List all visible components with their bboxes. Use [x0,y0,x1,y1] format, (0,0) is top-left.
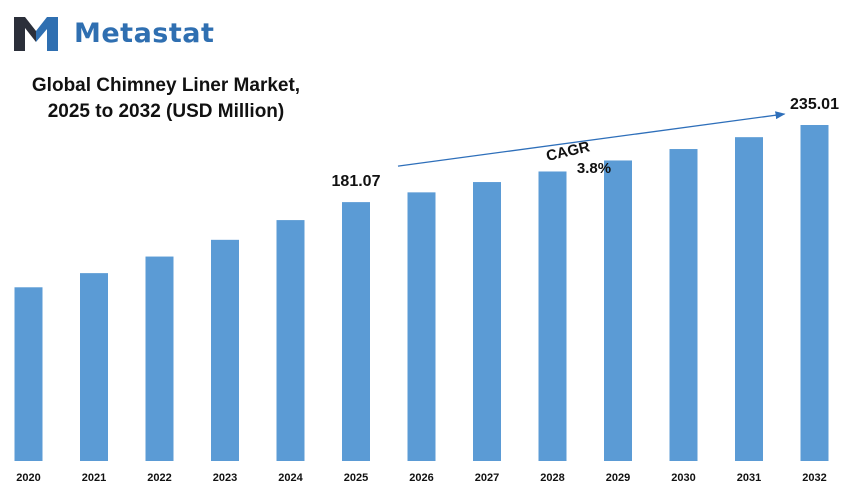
bar-2024 [276,220,305,461]
x-tick-label-2028: 2028 [540,472,564,484]
chart-title-line-1: Global Chimney Liner Market, [31,75,301,96]
bar-2031 [735,137,763,461]
x-tick-label-2031: 2031 [737,472,761,484]
x-tick-label-2027: 2027 [475,472,499,484]
bars-group [14,125,829,462]
cagr-arrow [397,111,786,167]
bar-2026 [407,192,436,461]
x-tick-label-2023: 2023 [213,472,237,484]
x-axis-ticks: 2020 2021 2022 2023 2024 2025 2026 2027 2028 2029… [16,472,826,484]
bar-2028 [538,171,567,461]
cagr-value: 3.8% [577,160,611,177]
bar-2030 [669,149,698,462]
bar-2029 [604,160,632,462]
metastat-m-logo-icon [14,17,58,51]
brand-name: Metastat [74,17,215,49]
bar-2027 [473,182,501,462]
bar-2020 [14,287,43,461]
x-tick-label-2020: 2020 [16,472,40,484]
x-tick-label-2030: 2030 [671,472,695,484]
bar-2032 [800,125,829,461]
data-label-2032: 235.01 [790,96,839,113]
brand-logo: Metastat [12,10,222,56]
x-tick-label-2032: 2032 [802,472,826,484]
x-tick-label-2029: 2029 [606,472,630,484]
bar-2025 [342,202,370,461]
data-label-2025: 181.07 [332,173,381,190]
bar-2021 [80,273,108,461]
data-labels: 181.07 235.01 [332,96,840,190]
bar-2022 [145,256,174,461]
chart-title: Global Chimney Liner Market, 2025 to 203… [10,73,322,125]
bar-2023 [211,239,239,461]
x-tick-label-2021: 2021 [82,472,106,484]
x-tick-label-2022: 2022 [147,472,171,484]
x-tick-label-2025: 2025 [344,472,368,484]
x-tick-label-2024: 2024 [278,472,303,484]
chart-title-line-2: 2025 to 2032 (USD Million) [47,101,285,122]
x-tick-label-2026: 2026 [409,472,433,484]
